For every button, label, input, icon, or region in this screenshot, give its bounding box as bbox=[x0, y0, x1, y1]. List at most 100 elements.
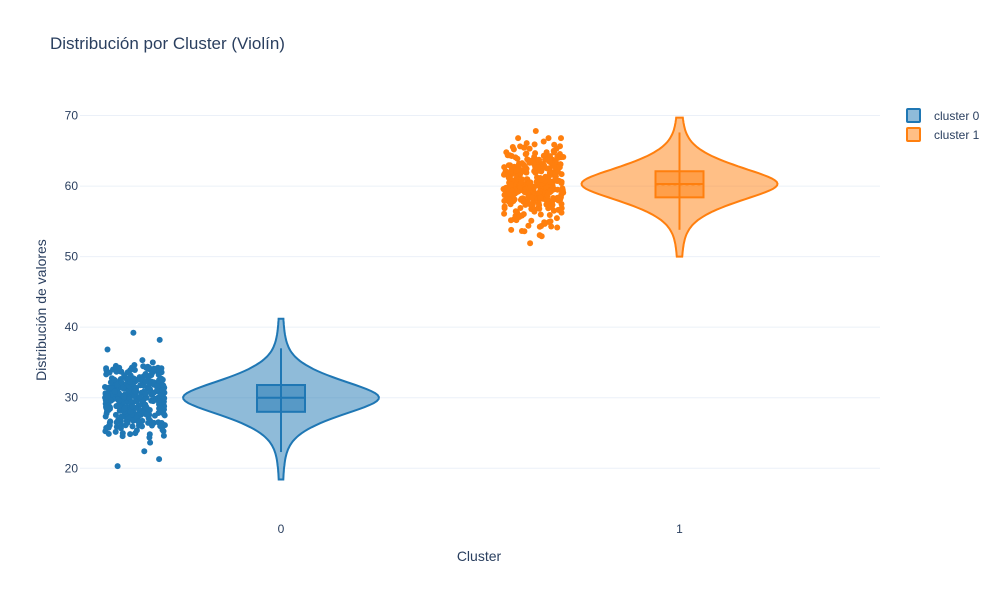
data-point bbox=[127, 408, 134, 415]
data-point bbox=[520, 211, 527, 218]
data-point bbox=[540, 138, 547, 145]
data-point bbox=[552, 170, 559, 177]
box-layer bbox=[256, 132, 705, 453]
data-point bbox=[118, 379, 125, 386]
data-point bbox=[121, 405, 128, 412]
data-point bbox=[501, 210, 508, 217]
data-point bbox=[549, 197, 556, 204]
data-point bbox=[536, 190, 543, 197]
data-point bbox=[151, 412, 158, 419]
data-point bbox=[118, 413, 125, 420]
data-point bbox=[127, 431, 134, 438]
data-point bbox=[105, 430, 112, 437]
data-point bbox=[149, 422, 155, 429]
legend-item-cluster-0[interactable]: cluster 0 bbox=[906, 106, 979, 125]
data-point bbox=[558, 135, 564, 142]
data-point bbox=[551, 141, 558, 148]
data-point bbox=[507, 181, 514, 188]
data-point bbox=[108, 397, 115, 404]
data-point bbox=[131, 393, 138, 400]
data-point bbox=[133, 427, 140, 434]
y-tick-label: 60 bbox=[65, 179, 79, 193]
chart-title: Distribución por Cluster (Violín) bbox=[50, 34, 285, 53]
data-point bbox=[135, 418, 142, 425]
data-point bbox=[156, 456, 163, 463]
data-point bbox=[112, 428, 119, 435]
data-point bbox=[505, 162, 512, 169]
data-point bbox=[132, 398, 139, 405]
data-point bbox=[159, 387, 166, 394]
data-point bbox=[546, 212, 553, 218]
data-point bbox=[546, 170, 553, 177]
data-point bbox=[139, 357, 146, 364]
data-point bbox=[159, 376, 166, 383]
data-point bbox=[537, 194, 544, 201]
y-tick-label: 30 bbox=[65, 391, 79, 405]
data-point bbox=[546, 189, 553, 196]
data-point bbox=[554, 224, 561, 231]
data-point bbox=[504, 185, 511, 192]
data-point bbox=[147, 417, 154, 424]
data-point bbox=[116, 397, 123, 404]
legend-item-cluster-1[interactable]: cluster 1 bbox=[906, 125, 979, 144]
legend-swatch bbox=[906, 108, 921, 123]
data-point bbox=[532, 128, 539, 134]
data-point bbox=[120, 393, 127, 400]
data-point bbox=[547, 218, 554, 225]
data-point bbox=[535, 200, 542, 207]
data-point bbox=[103, 365, 110, 372]
data-point bbox=[142, 372, 149, 379]
data-point bbox=[531, 141, 538, 148]
data-point bbox=[548, 204, 555, 210]
data-point bbox=[560, 154, 567, 160]
data-point bbox=[131, 388, 138, 395]
legend-swatch bbox=[906, 127, 921, 142]
data-point bbox=[546, 178, 553, 185]
data-point bbox=[155, 371, 162, 378]
data-point bbox=[527, 240, 534, 247]
data-point bbox=[156, 405, 163, 412]
data-point bbox=[127, 379, 133, 385]
data-point bbox=[104, 346, 111, 353]
y-tick-label: 20 bbox=[65, 461, 79, 475]
data-point bbox=[514, 155, 521, 162]
data-point bbox=[147, 439, 154, 446]
data-point bbox=[558, 201, 565, 207]
data-point bbox=[142, 378, 149, 385]
data-point bbox=[146, 431, 153, 438]
points-layer bbox=[102, 128, 567, 470]
data-point bbox=[116, 364, 123, 371]
data-point bbox=[553, 215, 560, 222]
grid-layer bbox=[80, 115, 880, 469]
data-point bbox=[104, 393, 111, 399]
data-point bbox=[130, 329, 137, 336]
data-point bbox=[501, 171, 507, 178]
data-point bbox=[512, 208, 519, 215]
data-point bbox=[158, 365, 165, 372]
data-point bbox=[124, 419, 131, 426]
data-point bbox=[554, 186, 561, 193]
data-point bbox=[515, 135, 522, 142]
x-axis-title: Cluster bbox=[457, 548, 502, 564]
data-point bbox=[150, 398, 157, 405]
data-point bbox=[114, 463, 121, 470]
data-point bbox=[113, 419, 120, 426]
data-point bbox=[526, 179, 533, 186]
data-point bbox=[556, 177, 563, 184]
data-point bbox=[160, 382, 166, 389]
data-point bbox=[510, 192, 517, 198]
data-point bbox=[526, 145, 533, 152]
data-point bbox=[534, 164, 541, 170]
data-point bbox=[521, 189, 528, 196]
data-point bbox=[511, 216, 518, 223]
data-point bbox=[136, 394, 143, 401]
data-point bbox=[525, 222, 532, 229]
legend-label: cluster 1 bbox=[934, 127, 980, 142]
legend-label: cluster 0 bbox=[934, 108, 980, 123]
data-point bbox=[557, 143, 563, 150]
data-point bbox=[522, 151, 529, 158]
data-point bbox=[550, 147, 557, 154]
data-point bbox=[521, 228, 528, 235]
